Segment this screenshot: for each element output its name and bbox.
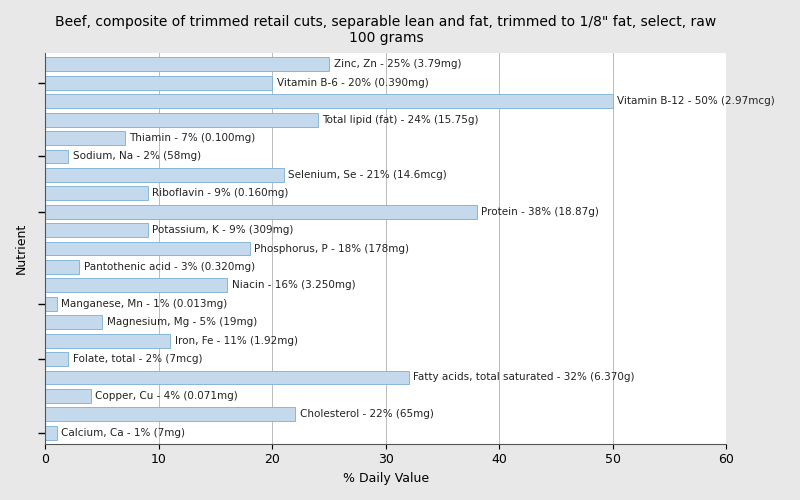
Bar	[46, 94, 613, 108]
Text: Niacin - 16% (3.250mg): Niacin - 16% (3.250mg)	[231, 280, 355, 290]
Bar	[46, 131, 125, 145]
Bar	[46, 242, 250, 256]
Text: Cholesterol - 22% (65mg): Cholesterol - 22% (65mg)	[300, 410, 434, 420]
Text: Protein - 38% (18.87g): Protein - 38% (18.87g)	[482, 206, 599, 216]
Y-axis label: Nutrient: Nutrient	[15, 223, 28, 274]
Text: Riboflavin - 9% (0.160mg): Riboflavin - 9% (0.160mg)	[152, 188, 289, 198]
X-axis label: % Daily Value: % Daily Value	[343, 472, 429, 485]
Text: Calcium, Ca - 1% (7mg): Calcium, Ca - 1% (7mg)	[62, 428, 186, 438]
Bar	[46, 278, 227, 292]
Bar	[46, 112, 318, 126]
Text: Thiamin - 7% (0.100mg): Thiamin - 7% (0.100mg)	[130, 133, 256, 143]
Bar	[46, 186, 147, 200]
Bar	[46, 150, 68, 164]
Bar	[46, 297, 57, 310]
Bar	[46, 370, 409, 384]
Text: Copper, Cu - 4% (0.071mg): Copper, Cu - 4% (0.071mg)	[95, 391, 238, 401]
Bar	[46, 352, 68, 366]
Bar	[46, 76, 272, 90]
Bar	[46, 168, 284, 182]
Text: Selenium, Se - 21% (14.6mcg): Selenium, Se - 21% (14.6mcg)	[288, 170, 447, 180]
Text: Sodium, Na - 2% (58mg): Sodium, Na - 2% (58mg)	[73, 152, 201, 162]
Bar	[46, 408, 295, 421]
Text: Fatty acids, total saturated - 32% (6.370g): Fatty acids, total saturated - 32% (6.37…	[413, 372, 634, 382]
Bar	[46, 223, 147, 237]
Bar	[46, 260, 79, 274]
Text: Potassium, K - 9% (309mg): Potassium, K - 9% (309mg)	[152, 225, 294, 235]
Bar	[46, 389, 90, 402]
Title: Beef, composite of trimmed retail cuts, separable lean and fat, trimmed to 1/8" : Beef, composite of trimmed retail cuts, …	[55, 15, 717, 45]
Text: Iron, Fe - 11% (1.92mg): Iron, Fe - 11% (1.92mg)	[174, 336, 298, 345]
Text: Vitamin B-6 - 20% (0.390mg): Vitamin B-6 - 20% (0.390mg)	[277, 78, 429, 88]
Text: Magnesium, Mg - 5% (19mg): Magnesium, Mg - 5% (19mg)	[106, 317, 257, 327]
Text: Phosphorus, P - 18% (178mg): Phosphorus, P - 18% (178mg)	[254, 244, 410, 254]
Bar	[46, 205, 477, 218]
Text: Total lipid (fat) - 24% (15.75g): Total lipid (fat) - 24% (15.75g)	[322, 114, 479, 124]
Text: Vitamin B-12 - 50% (2.97mcg): Vitamin B-12 - 50% (2.97mcg)	[618, 96, 775, 106]
Text: Manganese, Mn - 1% (0.013mg): Manganese, Mn - 1% (0.013mg)	[62, 299, 227, 309]
Bar	[46, 426, 57, 440]
Text: Pantothenic acid - 3% (0.320mg): Pantothenic acid - 3% (0.320mg)	[84, 262, 255, 272]
Text: Zinc, Zn - 25% (3.79mg): Zinc, Zn - 25% (3.79mg)	[334, 60, 461, 70]
Text: Folate, total - 2% (7mcg): Folate, total - 2% (7mcg)	[73, 354, 202, 364]
Bar	[46, 334, 170, 347]
Bar	[46, 316, 102, 329]
Bar	[46, 58, 329, 71]
